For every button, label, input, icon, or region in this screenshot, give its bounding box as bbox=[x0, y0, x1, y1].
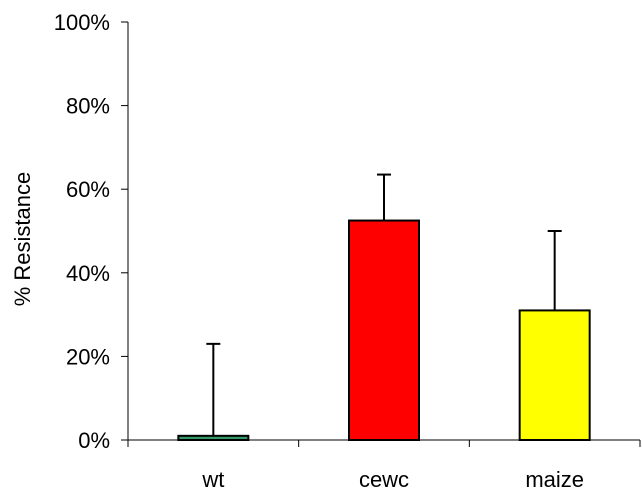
y-axis-title: % Resistance bbox=[10, 172, 35, 307]
bar-wt bbox=[177, 434, 250, 442]
y-tick-label: 80% bbox=[66, 94, 110, 119]
axes: 0% 20% 40% 60% 80% 100% bbox=[54, 10, 641, 453]
bar-cewc bbox=[348, 219, 420, 441]
y-tick-label: 20% bbox=[66, 344, 110, 369]
y-tick-label: 60% bbox=[66, 177, 110, 202]
y-tick-label: 100% bbox=[54, 10, 110, 35]
bars bbox=[177, 219, 591, 442]
y-tick-label: 40% bbox=[66, 261, 110, 286]
x-tick-label-cewc: cewc bbox=[359, 467, 409, 492]
labels: wt cewc maize bbox=[201, 467, 584, 492]
error-bars bbox=[206, 173, 562, 436]
x-tick-label-wt: wt bbox=[201, 467, 224, 492]
y-tick-label: 0% bbox=[78, 428, 110, 453]
x-tick-label-maize: maize bbox=[525, 467, 584, 492]
bar-maize bbox=[518, 309, 591, 442]
